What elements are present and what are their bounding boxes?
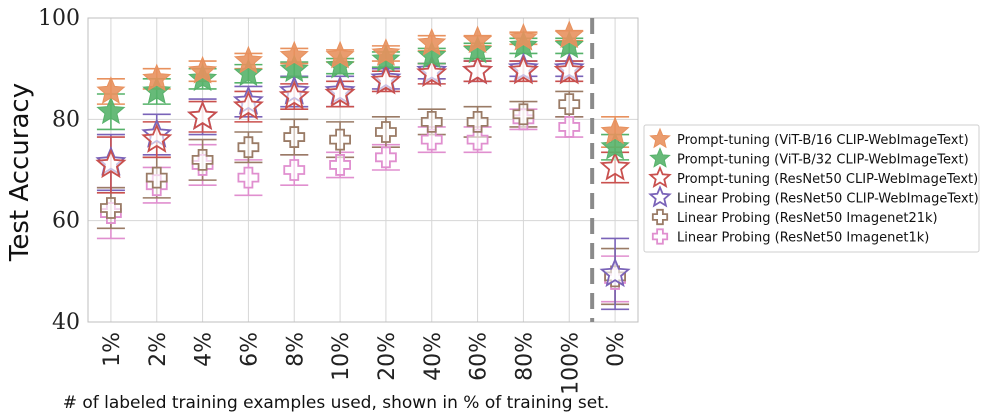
x-tick-label: 40%	[421, 332, 446, 381]
data-point	[232, 90, 264, 120]
data-point	[466, 128, 489, 151]
y-tick-label: 60	[52, 209, 80, 234]
data-marks	[95, 18, 631, 322]
data-point	[375, 146, 397, 169]
plot-area	[87, 17, 639, 323]
data-point	[417, 28, 447, 56]
data-point	[558, 93, 581, 116]
data-point	[283, 126, 306, 148]
data-point	[558, 116, 581, 138]
data-point	[142, 76, 172, 104]
data-point	[649, 147, 671, 168]
data-point	[508, 22, 538, 51]
data-point	[651, 228, 669, 245]
data-point	[600, 131, 630, 160]
data-point	[188, 55, 218, 84]
data-point	[142, 63, 172, 92]
data-point	[95, 148, 127, 179]
x-tick-label: 10%	[329, 332, 354, 381]
x-tick-label: 0%	[604, 332, 629, 367]
x-tick-label: 2%	[146, 332, 171, 367]
data-point	[420, 128, 443, 151]
data-point	[649, 127, 671, 149]
data-point	[554, 30, 584, 59]
data-point	[600, 116, 630, 145]
x-tick-label: 1%	[100, 332, 125, 367]
data-point	[417, 40, 447, 69]
legend-entry: Linear Probing (ResNet50 Imagenet1k)	[677, 231, 929, 246]
y-tick-label: 100	[38, 6, 80, 31]
data-point	[463, 25, 493, 54]
data-point	[462, 54, 494, 85]
data-point	[325, 40, 355, 69]
data-point	[325, 50, 355, 79]
data-point	[599, 257, 631, 288]
legend: Prompt-tuning (ViT-B/16 CLIP-WebImageTex…	[643, 124, 980, 253]
data-point	[553, 54, 585, 85]
data-point	[599, 151, 631, 181]
data-point	[648, 185, 672, 208]
x-axis-label: # of labeled training examples used, sho…	[63, 393, 610, 413]
data-point	[191, 148, 214, 171]
data-point	[233, 58, 263, 87]
data-point	[371, 38, 401, 66]
data-point	[512, 103, 535, 126]
legend-entry: Prompt-tuning (ViT-B/16 CLIP-WebImageTex…	[677, 133, 969, 148]
x-tick-label: 4%	[192, 332, 217, 367]
data-point	[324, 77, 356, 108]
data-point	[100, 197, 122, 219]
data-point	[463, 35, 493, 64]
y-tick-label: 80	[52, 107, 80, 132]
x-tick-label: 20%	[375, 332, 400, 381]
data-point	[370, 64, 402, 95]
legend-entry: Linear Probing (ResNet50 Imagenet21k)	[677, 211, 938, 226]
data-point	[278, 80, 310, 110]
data-point	[329, 154, 351, 176]
data-point	[187, 100, 219, 131]
data-point	[466, 110, 489, 133]
data-point	[96, 96, 126, 125]
data-point	[375, 121, 397, 143]
y-tick-label: 40	[52, 310, 80, 335]
x-tick-label: 100%	[558, 332, 583, 395]
data-point	[237, 136, 260, 159]
x-tick-label: 60%	[467, 332, 492, 381]
y-axis-label: Test Accuracy	[5, 83, 35, 262]
data-point	[141, 123, 173, 153]
y-axis-ticks: 40 60 80 100	[38, 6, 80, 335]
data-point	[279, 40, 309, 69]
legend-entry: Prompt-tuning (ViT-B/32 CLIP-WebImageTex…	[677, 153, 969, 168]
data-point	[554, 20, 584, 49]
data-point	[145, 166, 168, 189]
data-point	[651, 208, 669, 226]
x-axis-ticks: 1% 2% 4% 6% 8% 10% 20% 40% 60% 80% 100% 0%	[100, 332, 629, 395]
x-tick-label: 6%	[237, 332, 262, 367]
data-point	[416, 57, 448, 87]
data-point	[279, 54, 309, 83]
data-point	[329, 128, 351, 151]
legend-entry: Prompt-tuning (ResNet50 CLIP-WebImageTex…	[677, 172, 978, 187]
legend-box	[643, 124, 980, 253]
data-point	[237, 166, 260, 189]
x-tick-label: 80%	[512, 332, 537, 381]
data-point	[507, 54, 539, 85]
data-point	[648, 165, 672, 189]
data-point	[233, 45, 263, 74]
legend-entry: Linear Probing (ResNet50 CLIP-WebImageTe…	[677, 192, 979, 207]
x-tick-label: 8%	[283, 332, 308, 367]
data-point	[96, 76, 126, 104]
data-point	[283, 159, 306, 181]
data-point	[420, 110, 443, 133]
